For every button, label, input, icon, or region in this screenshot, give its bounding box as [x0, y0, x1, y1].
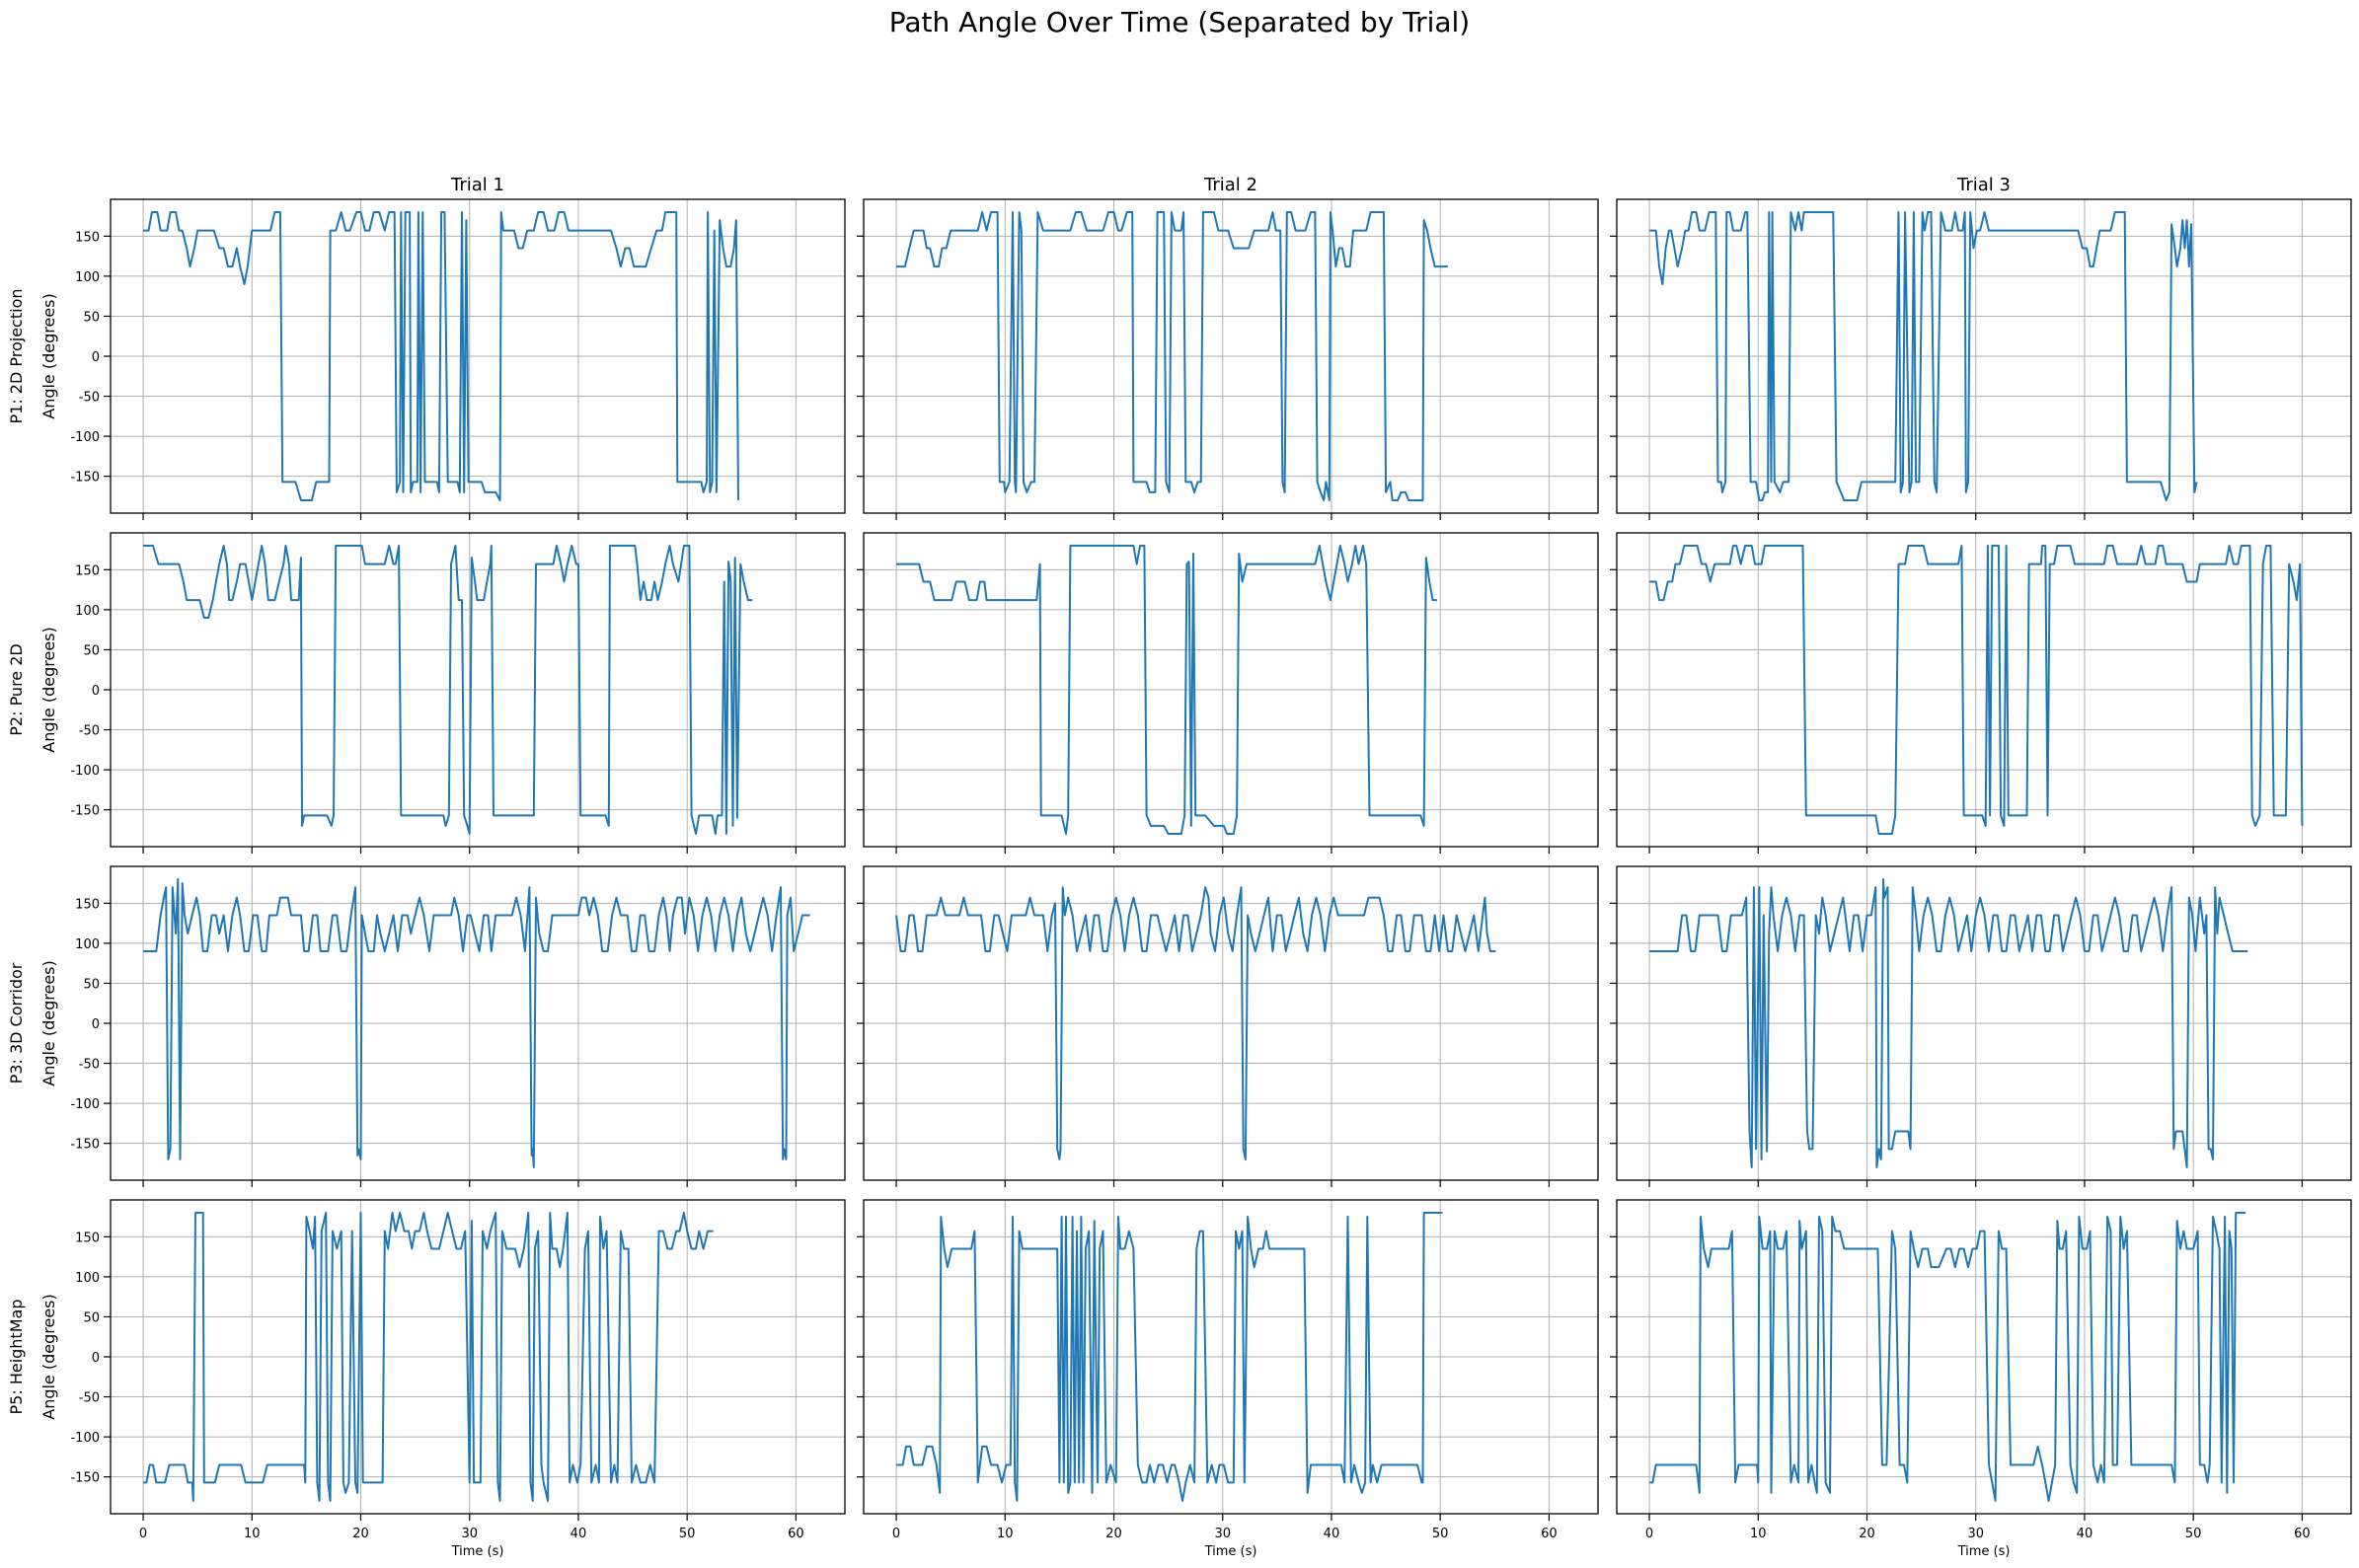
y-tick-label: 100	[75, 604, 100, 619]
panel-frame	[1616, 1199, 2352, 1515]
angle-series-line	[896, 211, 1448, 501]
y-tick-label: 0	[92, 350, 100, 365]
x-tick-label: 60	[1541, 1527, 1558, 1541]
x-tick-label: 60	[2294, 1527, 2311, 1541]
angle-series-line	[896, 545, 1437, 835]
panel-frame	[110, 1199, 846, 1515]
x-tick-label: 40	[1324, 1527, 1340, 1541]
panel-frame	[1616, 865, 2352, 1181]
y-tick-label: -150	[70, 804, 100, 819]
panel-frame	[863, 532, 1599, 848]
panel-frame	[110, 865, 846, 1181]
row-label: P1: 2D Projection	[7, 288, 26, 423]
angle-series-line	[143, 1212, 714, 1502]
y-tick-label: -50	[79, 1391, 100, 1406]
row-label: P3: 3D Corridor	[7, 962, 26, 1083]
angle-series-line	[143, 878, 810, 1168]
angle-series-line	[1649, 211, 2198, 501]
y-tick-label: 100	[75, 937, 100, 952]
x-axis-label: Time (s)	[451, 1544, 504, 1559]
x-tick-label: 40	[571, 1527, 587, 1541]
column-title: Trial 2	[1203, 175, 1257, 195]
angle-series-line	[895, 886, 1496, 1160]
panel-frame	[110, 198, 846, 514]
row-label: P2: Pure 2D	[7, 643, 26, 735]
column-title: Trial 3	[1956, 175, 2011, 195]
panel-frame	[110, 532, 846, 848]
x-tick-label: 30	[1214, 1527, 1231, 1541]
x-tick-label: 20	[1105, 1527, 1122, 1541]
y-axis-label: Angle (degrees)	[39, 960, 58, 1086]
panel-frame	[1616, 532, 2352, 848]
y-tick-label: 50	[83, 310, 100, 325]
figure-title: Path Angle Over Time (Separated by Trial…	[888, 6, 1471, 38]
y-tick-label: -150	[70, 471, 100, 485]
y-tick-label: -100	[70, 1097, 100, 1112]
y-tick-label: 0	[92, 1017, 100, 1032]
y-tick-label: -50	[79, 391, 100, 406]
y-tick-label: -50	[79, 1058, 100, 1073]
y-tick-label: 0	[92, 684, 100, 699]
y-axis-label: Angle (degrees)	[39, 1294, 58, 1420]
x-tick-label: 50	[679, 1527, 696, 1541]
y-tick-label: -50	[79, 724, 100, 739]
x-tick-label: 20	[352, 1527, 369, 1541]
y-tick-label: -150	[70, 1138, 100, 1153]
x-tick-label: 0	[892, 1527, 900, 1541]
x-tick-label: 50	[2185, 1527, 2202, 1541]
y-tick-label: 100	[75, 1271, 100, 1286]
x-tick-label: 10	[997, 1527, 1014, 1541]
column-title: Trial 1	[450, 175, 504, 195]
y-tick-label: 150	[75, 897, 100, 912]
x-tick-label: 20	[1859, 1527, 1875, 1541]
y-tick-label: -100	[70, 764, 100, 779]
y-tick-label: 50	[83, 977, 100, 992]
y-tick-label: -100	[70, 1431, 100, 1446]
y-axis-label: Angle (degrees)	[39, 293, 58, 419]
x-tick-label: 30	[461, 1527, 478, 1541]
y-axis-label: Angle (degrees)	[39, 627, 58, 753]
x-tick-label: 0	[139, 1527, 147, 1541]
x-tick-label: 40	[2077, 1527, 2093, 1541]
y-tick-label: 50	[83, 1310, 100, 1325]
y-tick-label: -150	[70, 1471, 100, 1486]
row-label: P5: HeightMap	[7, 1300, 26, 1415]
x-axis-label: Time (s)	[1204, 1544, 1257, 1559]
panel-frame	[863, 1199, 1599, 1515]
angle-series-line	[896, 1212, 1443, 1502]
x-tick-label: 0	[1645, 1527, 1653, 1541]
angle-series-line	[1649, 545, 2304, 835]
x-tick-label: 50	[1432, 1527, 1449, 1541]
y-tick-label: 100	[75, 270, 100, 285]
angle-series-line	[143, 545, 753, 835]
x-axis-label: Time (s)	[1957, 1544, 2011, 1559]
x-tick-label: 60	[788, 1527, 804, 1541]
y-tick-label: 0	[92, 1351, 100, 1366]
panel-frame	[1616, 198, 2352, 514]
angle-series-line	[143, 211, 739, 501]
y-tick-label: 150	[75, 1231, 100, 1245]
angle-series-line	[1649, 1212, 2246, 1502]
y-tick-label: -100	[70, 430, 100, 445]
y-tick-label: 50	[83, 643, 100, 658]
angle-series-line	[1649, 878, 2248, 1168]
x-tick-label: 10	[1750, 1527, 1767, 1541]
y-tick-label: 150	[75, 230, 100, 245]
panel-frame	[863, 198, 1599, 514]
x-tick-label: 10	[244, 1527, 261, 1541]
panel-frame	[863, 865, 1599, 1181]
x-tick-label: 30	[1967, 1527, 1984, 1541]
y-tick-label: 150	[75, 563, 100, 578]
